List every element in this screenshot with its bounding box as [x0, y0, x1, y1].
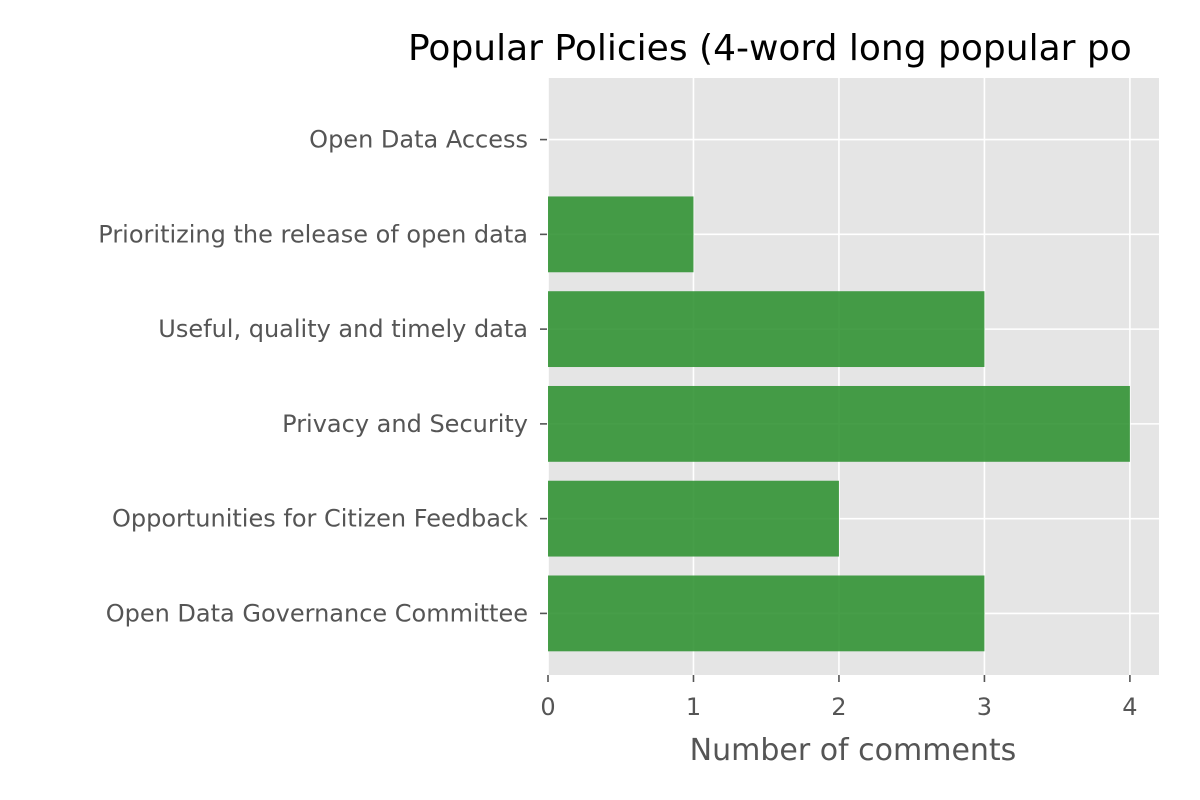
- x-tick-label: 3: [977, 693, 992, 721]
- x-tick-label: 2: [831, 693, 846, 721]
- x-axis-ticks: 0 1 2 3 4: [540, 675, 1138, 721]
- bar: [548, 291, 985, 368]
- bar: [548, 196, 694, 273]
- y-tick-label: Open Data Access: [309, 126, 528, 154]
- y-tick-label: Opportunities for Citizen Feedback: [112, 505, 528, 533]
- bar: [548, 385, 1130, 462]
- x-tick-label: 1: [686, 693, 701, 721]
- y-axis-ticks: Open Data Access Prioritizing the release…: [98, 126, 547, 627]
- y-tick-label: Privacy and Security: [282, 410, 528, 438]
- bar: [548, 480, 839, 557]
- bars: [548, 196, 1130, 652]
- y-tick-label: Prioritizing the release of open data: [98, 220, 528, 248]
- bar: [548, 575, 985, 652]
- x-tick-label: 4: [1122, 693, 1137, 721]
- x-axis-label: Number of comments: [690, 733, 1017, 768]
- y-tick-label: Open Data Governance Committee: [106, 599, 528, 627]
- y-tick-label: Useful, quality and timely data: [158, 315, 528, 343]
- x-tick-label: 0: [540, 693, 555, 721]
- chart-title: Popular Policies (4-word long popular po: [408, 28, 1132, 69]
